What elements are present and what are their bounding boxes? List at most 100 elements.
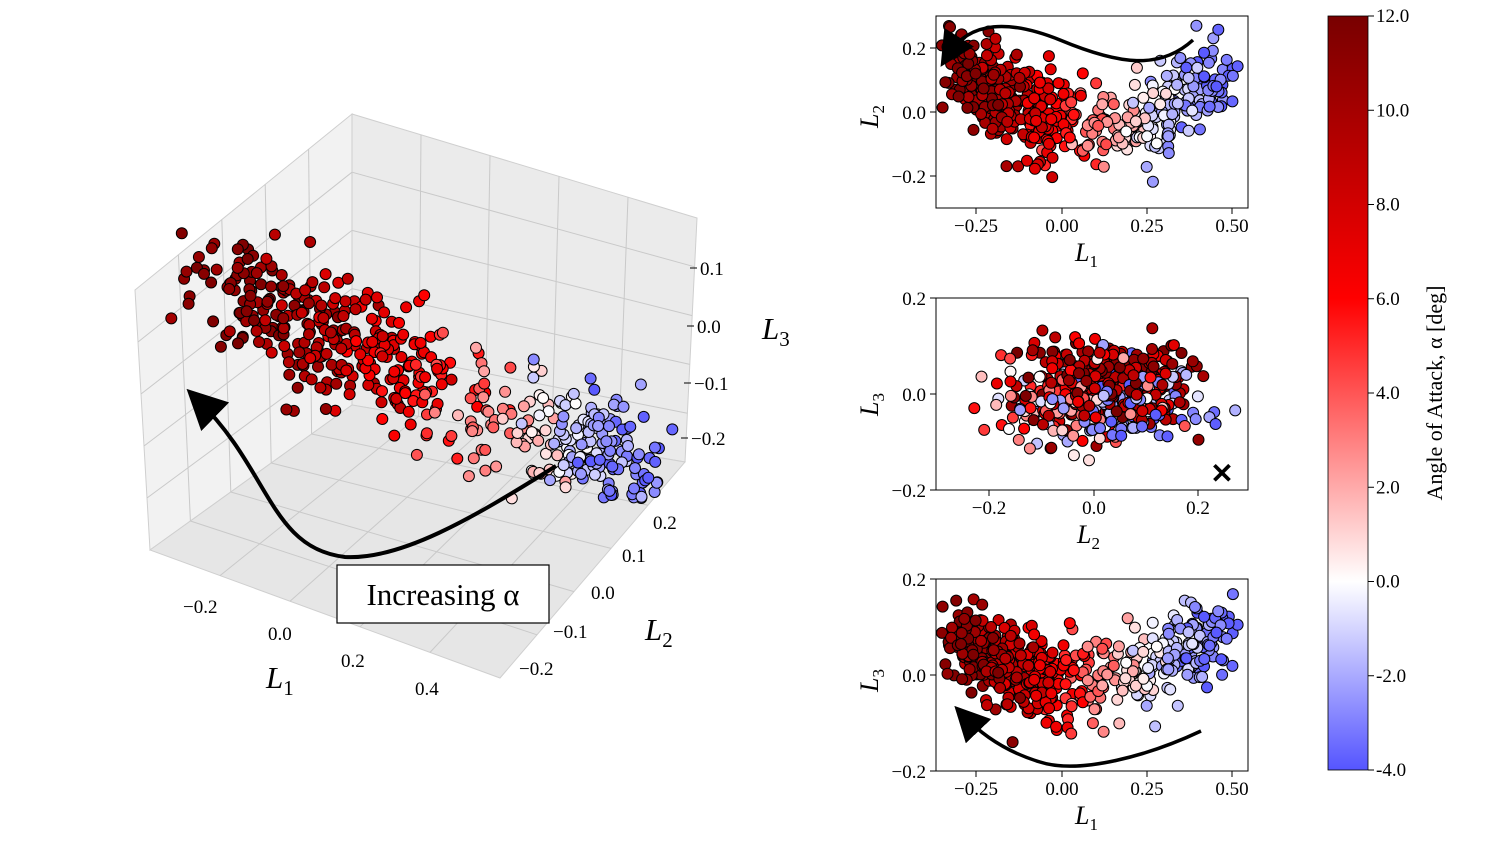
- data-point: [1050, 720, 1063, 733]
- data-point: [339, 295, 352, 308]
- data-point: [981, 49, 993, 62]
- data-point: [1088, 703, 1101, 716]
- data-point: [293, 346, 306, 359]
- data-point: [1127, 369, 1140, 382]
- data-point: [477, 391, 490, 404]
- data-point: [1197, 370, 1210, 383]
- scatter-3d: [165, 227, 679, 505]
- data-point: [666, 423, 679, 436]
- x-tick: 0.2: [341, 651, 365, 672]
- data-point: [1181, 668, 1194, 681]
- data-point: [987, 68, 1000, 81]
- data-point: [559, 481, 572, 494]
- data-point: [1046, 646, 1059, 659]
- data-point: [255, 278, 267, 291]
- data-point: [504, 361, 517, 374]
- x-tick: −0.25: [954, 216, 998, 237]
- data-point: [1062, 374, 1075, 387]
- data-point: [354, 348, 367, 361]
- data-point: [1193, 123, 1206, 136]
- data-point: [1198, 653, 1211, 665]
- data-point: [1049, 331, 1062, 344]
- data-point: [981, 699, 993, 712]
- data-point: [319, 268, 332, 281]
- data-point: [1000, 160, 1013, 173]
- data-point: [482, 405, 495, 418]
- data-point: [1203, 100, 1216, 113]
- y-tick: −0.1: [553, 622, 587, 643]
- data-point: [1101, 668, 1114, 681]
- data-point: [1092, 119, 1105, 132]
- data-point: [479, 464, 492, 477]
- data-point: [539, 424, 552, 437]
- data-point: [1201, 681, 1213, 694]
- data-point: [968, 402, 981, 415]
- data-point: [1143, 101, 1156, 114]
- data-point: [329, 292, 342, 305]
- x-marker-icon: ✕: [1210, 459, 1233, 490]
- data-point: [1037, 418, 1049, 431]
- data-point: [1171, 78, 1184, 91]
- data-point: [544, 474, 556, 487]
- panel-3d: Increasing α 0.1 0.0 −0.1 −0.2 L3 0.2 0.…: [134, 112, 790, 700]
- data-point: [303, 328, 315, 341]
- data-point: [1212, 605, 1225, 618]
- data-point: [1175, 347, 1188, 359]
- data-point: [1210, 626, 1223, 639]
- x-tick: 0.00: [1045, 216, 1078, 237]
- data-point: [1113, 717, 1126, 730]
- data-point: [936, 600, 949, 613]
- data-point: [1023, 442, 1036, 455]
- data-point: [376, 350, 389, 363]
- x-ticks: −0.2 0.0 0.2 0.4: [183, 597, 439, 700]
- data-point: [990, 398, 1003, 411]
- data-point: [950, 594, 963, 607]
- data-point: [1140, 160, 1153, 173]
- data-point: [1186, 355, 1199, 368]
- data-point: [1107, 659, 1120, 672]
- data-point: [1096, 98, 1109, 111]
- data-point: [376, 330, 389, 343]
- data-point: [955, 638, 967, 650]
- data-point: [1013, 637, 1026, 650]
- data-point: [961, 101, 974, 114]
- data-point: [1046, 151, 1059, 164]
- panel-mid: ✕ 0.2 0.0 −0.2 −0.2 0.0 0.2 L2 L3: [855, 289, 1249, 553]
- data-point: [1043, 137, 1055, 150]
- data-point: [963, 663, 976, 676]
- data-point: [1073, 337, 1086, 350]
- data-point: [376, 385, 388, 398]
- data-point: [1137, 645, 1150, 658]
- data-point: [571, 456, 584, 469]
- data-point: [1026, 344, 1039, 357]
- data-point: [375, 396, 388, 409]
- data-point: [223, 325, 236, 338]
- data-point: [548, 437, 561, 450]
- mid-y-label: L3: [855, 393, 888, 417]
- data-point: [1216, 668, 1229, 681]
- data-point: [1042, 82, 1055, 95]
- data-point: [1191, 390, 1204, 403]
- data-point: [1198, 46, 1210, 59]
- data-point: [999, 652, 1012, 665]
- colorbar-tick-label: 10.0: [1376, 100, 1409, 121]
- data-point: [1028, 131, 1041, 144]
- data-point: [496, 412, 509, 425]
- data-point: [1065, 96, 1078, 109]
- y-tick: −0.2: [892, 481, 926, 502]
- data-point: [1226, 588, 1239, 601]
- data-point: [371, 291, 383, 304]
- data-point: [963, 47, 976, 60]
- data-point: [1089, 411, 1102, 424]
- data-point: [1083, 399, 1096, 412]
- x-tick: −0.25: [954, 779, 998, 800]
- data-point: [1076, 67, 1089, 80]
- data-point: [1046, 362, 1059, 375]
- panel-top: 0.2 0.0 −0.2 −0.25 0.00 0.25 0.50 L1 L2: [855, 15, 1249, 271]
- data-point: [1046, 393, 1059, 406]
- scatter-bot: [936, 588, 1244, 749]
- data-point: [969, 67, 982, 80]
- data-point: [1067, 449, 1080, 462]
- data-point: [182, 297, 195, 310]
- data-point: [1065, 700, 1078, 713]
